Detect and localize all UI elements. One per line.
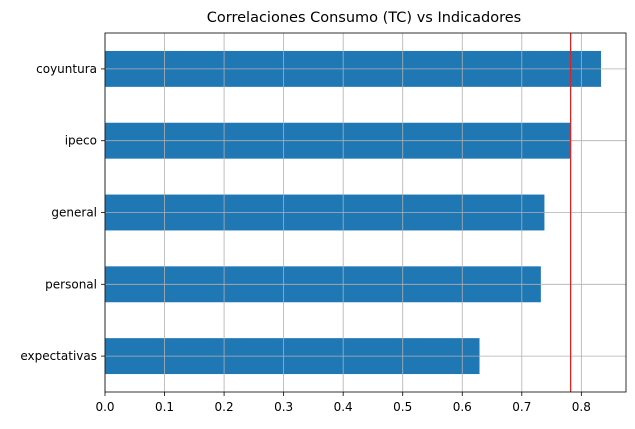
x-tick-label: 0.6 [453, 400, 472, 414]
y-tick-label-coyuntura: coyuntura [36, 62, 97, 76]
y-tick-label-personal: personal [45, 277, 97, 291]
grid-lines [104, 33, 626, 392]
y-tick-label-expectativas: expectativas [20, 349, 97, 363]
y-tick-label-ipeco: ipeco [65, 134, 97, 148]
y-axis-ticks: coyuntura ipeco general personal expectativa… [20, 62, 105, 363]
chart-title: Correlaciones Consumo (TC) vs Indicadore… [207, 10, 521, 26]
x-tick-label: 0.4 [334, 400, 353, 414]
x-axis-ticks: 0.0 0.1 0.2 0.3 0.4 0.5 0.6 0.7 0.8 [95, 392, 591, 414]
x-tick-label: 0.0 [95, 400, 114, 414]
x-tick-label: 0.1 [155, 400, 174, 414]
x-tick-label: 0.8 [572, 400, 591, 414]
x-tick-label: 0.5 [393, 400, 412, 414]
x-tick-label: 0.7 [512, 400, 531, 414]
y-tick-label-general: general [51, 206, 97, 220]
x-tick-label: 0.2 [215, 400, 234, 414]
x-tick-label: 0.3 [274, 400, 293, 414]
